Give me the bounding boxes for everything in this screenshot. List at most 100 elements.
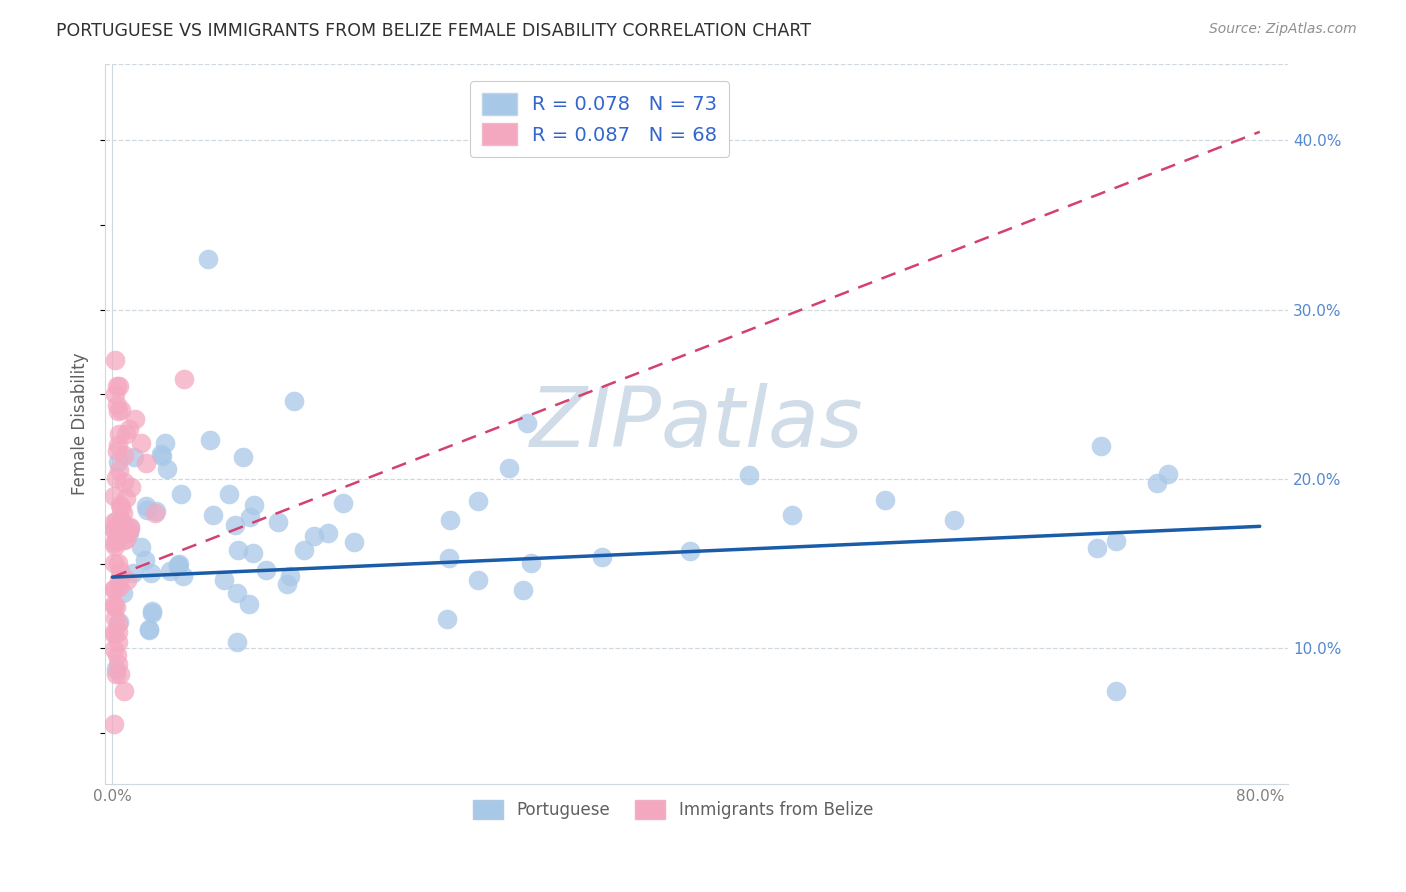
Point — [224, 518, 246, 533]
Point — [139, 566, 162, 580]
Point — [114, 426, 136, 441]
Point — [129, 540, 152, 554]
Point — [135, 500, 157, 514]
Point — [120, 519, 142, 533]
Point — [114, 519, 136, 533]
Point — [135, 456, 157, 470]
Point — [115, 573, 138, 587]
Point — [117, 524, 139, 539]
Point — [145, 504, 167, 518]
Point — [780, 508, 803, 522]
Point — [280, 569, 302, 583]
Point — [107, 438, 129, 452]
Point — [118, 526, 141, 541]
Point — [283, 394, 305, 409]
Point — [134, 553, 156, 567]
Point — [254, 563, 277, 577]
Point — [141, 606, 163, 620]
Point — [243, 498, 266, 512]
Point — [159, 564, 181, 578]
Point — [343, 535, 366, 549]
Point — [173, 372, 195, 386]
Point — [111, 507, 134, 521]
Point — [738, 467, 761, 482]
Point — [108, 379, 131, 393]
Point — [467, 573, 489, 587]
Point — [103, 642, 125, 657]
Point — [122, 450, 145, 465]
Point — [105, 648, 128, 662]
Point — [112, 533, 135, 547]
Point — [516, 416, 538, 430]
Point — [105, 444, 128, 458]
Point — [112, 448, 135, 462]
Point — [316, 526, 339, 541]
Point — [108, 666, 131, 681]
Point — [107, 657, 129, 672]
Point — [875, 493, 897, 508]
Point — [520, 556, 543, 570]
Point — [1105, 534, 1128, 549]
Point — [110, 402, 132, 417]
Point — [104, 611, 127, 625]
Point — [238, 597, 260, 611]
Point — [108, 427, 131, 442]
Point — [107, 455, 129, 469]
Point — [439, 513, 461, 527]
Point — [115, 533, 138, 547]
Text: ZIPatlas: ZIPatlas — [530, 384, 863, 465]
Point — [212, 573, 235, 587]
Point — [276, 576, 298, 591]
Point — [167, 558, 190, 572]
Point — [103, 626, 125, 640]
Point — [143, 506, 166, 520]
Point — [267, 515, 290, 529]
Point — [105, 379, 128, 393]
Point — [104, 471, 127, 485]
Point — [118, 520, 141, 534]
Point — [129, 435, 152, 450]
Point — [104, 662, 127, 676]
Point — [105, 514, 128, 528]
Point — [112, 683, 135, 698]
Point — [103, 717, 125, 731]
Point — [166, 558, 188, 573]
Point — [225, 585, 247, 599]
Point — [118, 422, 141, 436]
Point — [138, 624, 160, 638]
Point — [103, 598, 125, 612]
Point — [202, 508, 225, 522]
Text: PORTUGUESE VS IMMIGRANTS FROM BELIZE FEMALE DISABILITY CORRELATION CHART: PORTUGUESE VS IMMIGRANTS FROM BELIZE FEM… — [56, 22, 811, 40]
Point — [110, 513, 132, 527]
Point — [1146, 475, 1168, 490]
Point — [166, 558, 188, 572]
Point — [103, 582, 125, 596]
Point — [105, 398, 128, 412]
Point — [108, 527, 131, 541]
Point — [197, 252, 219, 266]
Point — [218, 486, 240, 500]
Point — [943, 513, 966, 527]
Y-axis label: Female Disability: Female Disability — [72, 352, 89, 495]
Point — [108, 615, 131, 630]
Point — [678, 544, 700, 558]
Point — [118, 524, 141, 539]
Point — [169, 487, 191, 501]
Point — [591, 550, 613, 565]
Point — [103, 599, 125, 613]
Point — [104, 667, 127, 681]
Point — [105, 533, 128, 548]
Text: Source: ZipAtlas.com: Source: ZipAtlas.com — [1209, 22, 1357, 37]
Point — [103, 625, 125, 640]
Point — [103, 582, 125, 596]
Point — [103, 556, 125, 570]
Point — [107, 557, 129, 571]
Point — [110, 500, 132, 514]
Point — [107, 574, 129, 588]
Point — [107, 404, 129, 418]
Point — [107, 624, 129, 639]
Point — [436, 612, 458, 626]
Point — [103, 536, 125, 550]
Point — [467, 494, 489, 508]
Point — [108, 498, 131, 512]
